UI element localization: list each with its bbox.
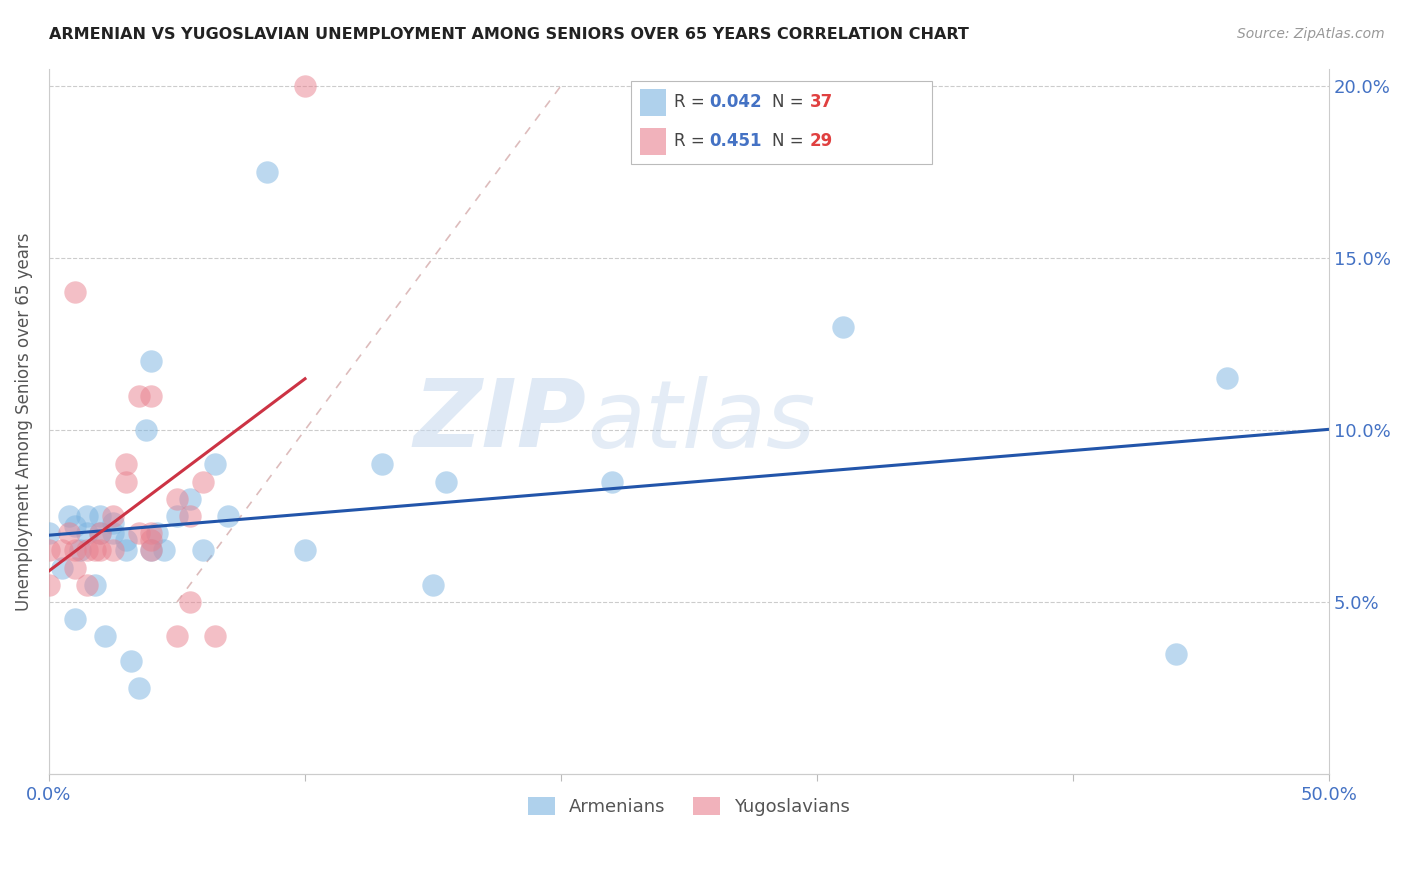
Point (294, 78, 316, 93)
Point (38, 526, 60, 541)
Point (101, 526, 124, 541)
Text: 37: 37 (810, 94, 832, 112)
Point (831, 319, 853, 334)
Point (114, 533, 136, 547)
Point (63, 285, 86, 300)
Point (76, 508, 98, 523)
Text: 29: 29 (810, 132, 832, 150)
Point (84, 578, 107, 592)
Point (51, 560, 73, 574)
Point (166, 630, 188, 644)
Text: R =: R = (673, 94, 710, 112)
Point (256, 165, 278, 179)
Point (63, 519, 86, 533)
Point (51, 543, 73, 558)
Point (38, 578, 60, 592)
Text: ZIP: ZIP (413, 376, 586, 467)
Point (153, 543, 176, 558)
Point (89, 543, 111, 558)
Point (294, 543, 316, 558)
Y-axis label: Unemployment Among Seniors over 65 years: Unemployment Among Seniors over 65 years (15, 232, 32, 610)
Point (141, 526, 163, 541)
Text: 0.451: 0.451 (710, 132, 762, 150)
Point (145, 526, 167, 541)
Point (128, 526, 150, 541)
Point (135, 423, 157, 437)
Point (94, 630, 117, 644)
Point (179, 491, 201, 506)
Point (89, 526, 111, 541)
Text: ARMENIAN VS YUGOSLAVIAN UNEMPLOYMENT AMONG SENIORS OVER 65 YEARS CORRELATION CHA: ARMENIAN VS YUGOSLAVIAN UNEMPLOYMENT AMO… (49, 27, 969, 42)
Point (179, 595, 201, 609)
Point (114, 475, 136, 489)
Point (76, 578, 98, 592)
Point (1215, 371, 1237, 385)
Point (141, 388, 163, 402)
Point (114, 458, 136, 472)
Text: atlas: atlas (586, 376, 815, 467)
Point (58, 508, 80, 523)
Point (141, 533, 163, 547)
Point (141, 543, 163, 558)
Point (58, 526, 80, 541)
Point (371, 458, 394, 472)
Bar (640, 128, 666, 154)
Text: N =: N = (772, 94, 808, 112)
Point (89, 526, 111, 541)
Point (166, 491, 188, 506)
Text: Source: ZipAtlas.com: Source: ZipAtlas.com (1237, 27, 1385, 41)
Point (101, 543, 124, 558)
FancyBboxPatch shape (631, 80, 932, 164)
Point (63, 612, 86, 626)
Point (1164, 647, 1187, 661)
Point (166, 508, 188, 523)
Point (63, 543, 86, 558)
Point (191, 543, 214, 558)
Legend: Armenians, Yugoslavians: Armenians, Yugoslavians (519, 788, 859, 825)
Point (600, 475, 623, 489)
Point (63, 560, 86, 574)
Point (191, 475, 214, 489)
Point (204, 630, 226, 644)
Point (101, 516, 124, 530)
Bar (640, 89, 666, 116)
Point (434, 475, 457, 489)
Point (38, 543, 60, 558)
Point (76, 543, 98, 558)
Text: 0.042: 0.042 (710, 94, 762, 112)
Point (128, 388, 150, 402)
Point (120, 654, 142, 668)
Text: N =: N = (772, 132, 808, 150)
Point (69, 543, 91, 558)
Point (422, 578, 444, 592)
Point (114, 543, 136, 558)
Point (101, 508, 124, 523)
Point (128, 681, 150, 695)
Point (217, 508, 239, 523)
Point (179, 508, 201, 523)
Point (141, 354, 163, 368)
Point (76, 526, 98, 541)
Point (89, 508, 111, 523)
Point (84, 543, 107, 558)
Point (204, 458, 226, 472)
Point (141, 543, 163, 558)
Text: R =: R = (673, 132, 710, 150)
